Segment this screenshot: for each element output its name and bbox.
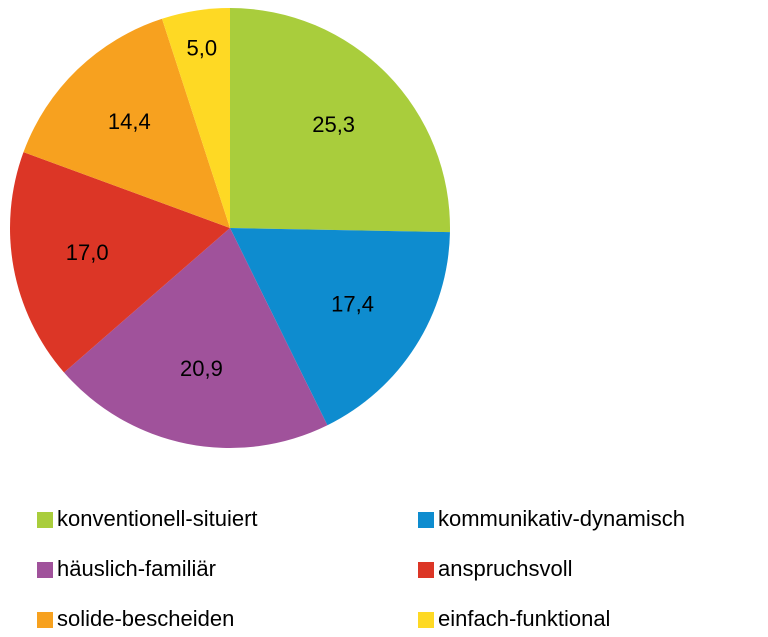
pie-slice (162, 8, 230, 228)
data-label: 14,4 (108, 109, 151, 134)
pie-slice (230, 8, 450, 233)
legend-swatch (37, 562, 53, 578)
legend-swatch (418, 512, 434, 528)
data-label: 20,9 (180, 356, 223, 381)
pie-slice (230, 228, 450, 426)
legend-swatch (37, 512, 53, 528)
data-label: 17,4 (331, 292, 374, 317)
legend-label: anspruchsvoll (438, 556, 573, 581)
legend-swatch (418, 562, 434, 578)
pie-slice (64, 228, 328, 448)
legend-label: kommunikativ-dynamisch (438, 506, 685, 531)
data-label: 5,0 (186, 36, 217, 61)
legend-label: konventionell-situiert (57, 506, 258, 531)
data-label: 25,3 (312, 112, 355, 137)
pie-slice (23, 18, 231, 229)
legend-label: häuslich-familiär (57, 556, 216, 581)
data-label: 17,0 (66, 240, 109, 265)
legend-swatch (37, 612, 53, 628)
legend-swatch (418, 612, 434, 628)
pie-slice (10, 152, 231, 373)
legend-label: solide-bescheiden (57, 606, 234, 631)
legend-label: einfach-funktional (438, 606, 610, 631)
